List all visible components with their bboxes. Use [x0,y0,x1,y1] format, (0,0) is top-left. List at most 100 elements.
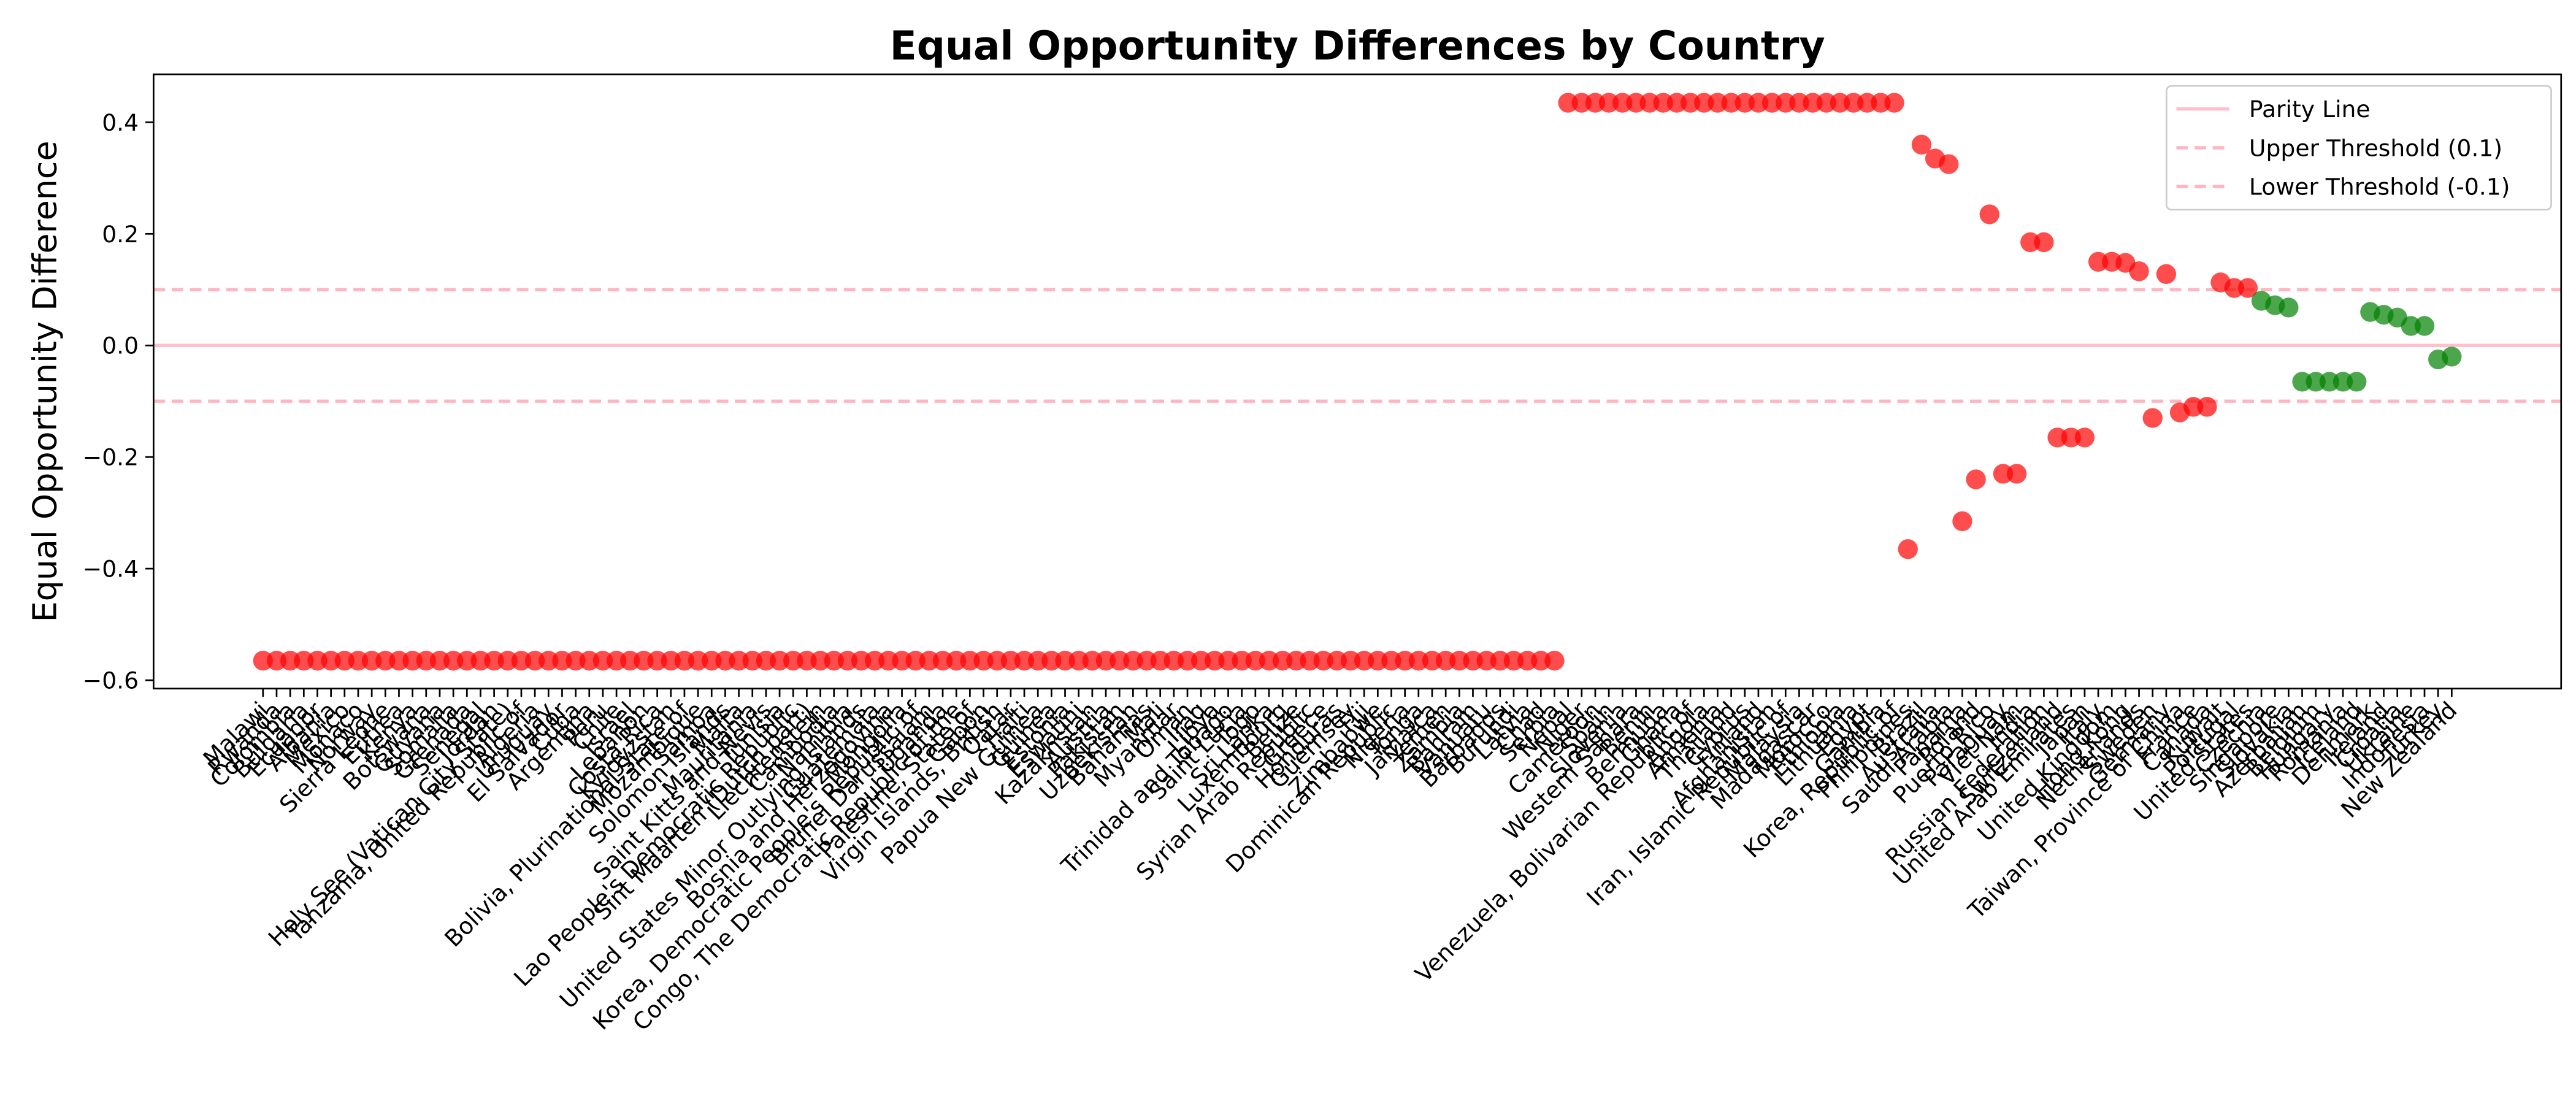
data-point [824,651,844,671]
data-point [552,651,572,671]
data-point [2224,278,2244,298]
data-point [2183,397,2204,417]
data-point [497,651,518,671]
data-point [1884,93,1904,113]
data-point [1694,93,1714,113]
y-tick-label: −0.4 [83,556,139,583]
data-point [688,651,708,671]
data-point [1191,651,1211,671]
data-point [606,651,627,671]
data-point [1816,93,1836,113]
data-point [797,651,817,671]
y-axis-label: Equal Opportunity Difference [26,140,64,622]
data-point [865,651,885,671]
data-point [973,651,994,671]
data-point [1273,651,1293,671]
data-point [1911,134,1932,155]
data-point [1095,651,1116,671]
data-point [348,651,369,671]
data-point [539,651,559,671]
y-tick-label: 0.0 [102,332,139,359]
data-point [1259,651,1279,671]
data-point [1368,651,1388,671]
data-point [756,651,776,671]
data-point [1585,93,1606,113]
y-tick-label: 0.4 [102,109,139,136]
data-point [2347,372,2367,392]
data-point [783,651,803,671]
data-point [2292,372,2312,392]
legend-label: Parity Line [2249,96,2371,123]
data-point [2414,316,2435,336]
data-point [2020,232,2041,253]
data-point [2237,278,2258,298]
y-tick-label: 0.2 [102,221,139,248]
data-point [2142,408,2163,428]
data-point [634,651,654,671]
data-point [579,651,599,671]
data-point [1028,651,1048,671]
data-point [1558,93,1578,113]
data-point [702,651,722,671]
data-point [2074,427,2095,448]
data-point [1626,93,1646,113]
data-point [280,651,301,671]
data-point [1653,93,1673,113]
data-point [1055,651,1075,671]
data-point [1966,469,1986,489]
data-point [1898,539,1918,559]
data-point [1490,651,1510,671]
data-point [1232,651,1252,671]
data-point [1857,93,1877,113]
data-point [837,651,858,671]
data-point [878,651,899,671]
legend-label: Lower Threshold (-0.1) [2249,174,2510,201]
data-point [1286,651,1306,671]
data-point [1300,651,1320,671]
data-point [2401,316,2421,336]
data-point [1598,93,1619,113]
data-point [987,651,1007,671]
data-point [1082,651,1103,671]
data-point [2088,251,2109,272]
data-point [715,651,735,671]
data-point [1939,154,1959,174]
data-point [1993,464,2014,484]
data-point [1544,651,1565,671]
data-point [1422,651,1443,671]
data-point [361,651,382,671]
data-point [2306,372,2326,392]
data-point [2129,261,2149,282]
data-point [674,651,695,671]
legend-box [2165,85,2552,211]
data-point [1381,651,1401,671]
data-point [1748,93,1769,113]
data-point [1313,651,1333,671]
data-point [1000,651,1021,671]
data-point [253,651,273,671]
data-point [1952,511,1972,531]
data-point [1068,651,1089,671]
data-point [810,651,830,671]
data-point [2034,232,2054,253]
data-point [1245,651,1265,671]
data-point [1327,651,1347,671]
data-point [1666,93,1687,113]
data-point [1449,651,1470,671]
data-point [1476,651,1497,671]
plot-frame [153,73,2563,690]
data-point [1776,93,1796,113]
legend-label: Upper Threshold (0.1) [2249,134,2502,161]
data-point [1137,651,1157,671]
data-point [1871,93,1891,113]
data-point [2333,372,2353,392]
data-point [457,651,477,671]
data-point [375,651,396,671]
data-point [307,651,328,671]
data-point [919,651,940,671]
data-point [1110,651,1130,671]
data-point [2442,347,2462,367]
data-point [2279,297,2299,318]
